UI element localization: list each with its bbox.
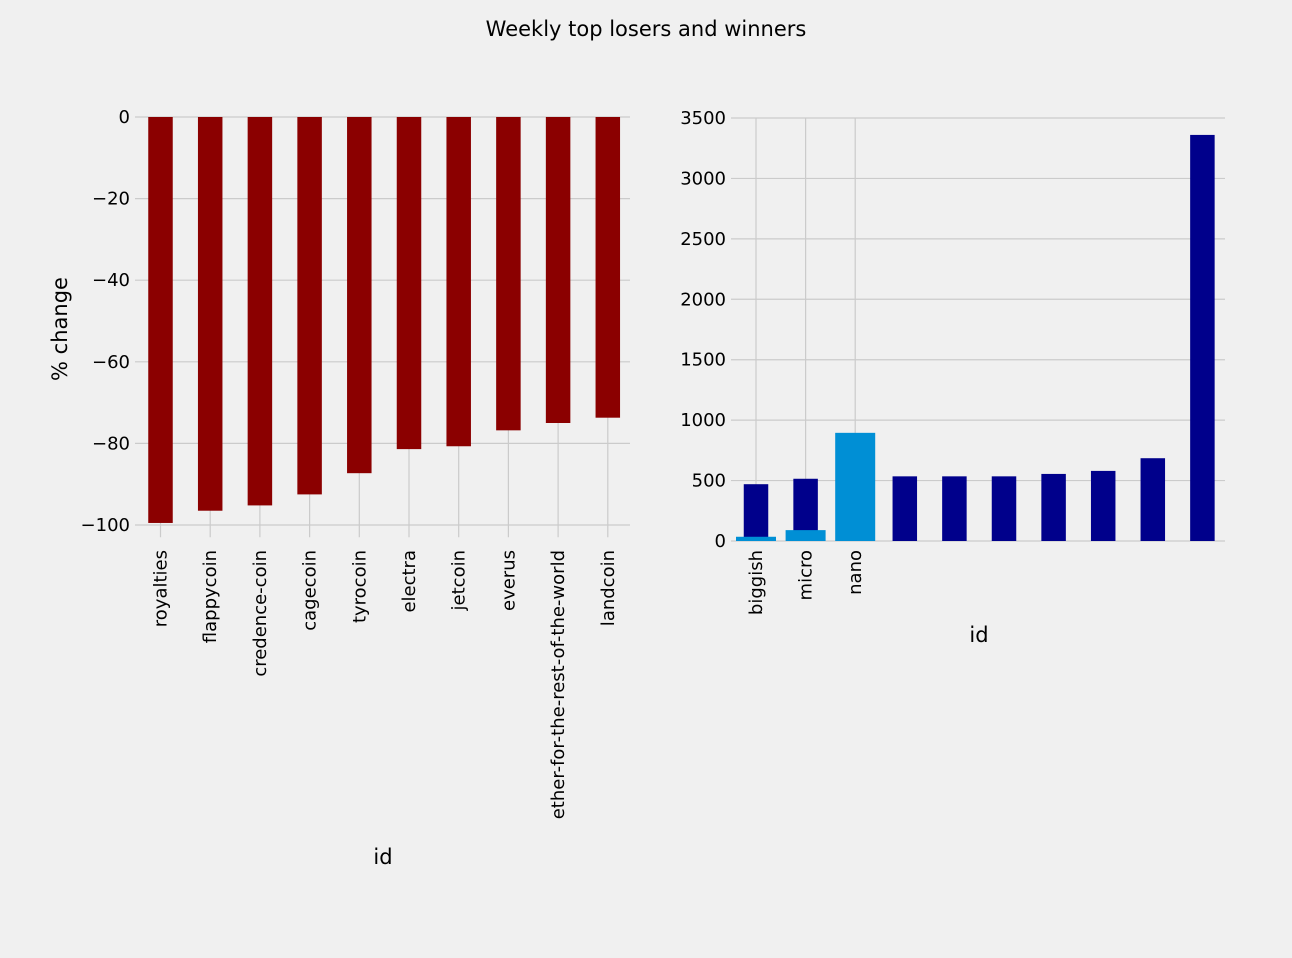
losers-x-tick-label: jetcoin — [449, 550, 470, 611]
winner-bar — [942, 476, 967, 541]
losers-y-tick-label: −80 — [92, 433, 130, 454]
losers-x-tick-label: tyrocoin — [349, 550, 370, 623]
losers-x-tick-label: flappycoin — [200, 550, 221, 643]
winner-bar — [991, 476, 1017, 541]
winner-bar — [1140, 458, 1166, 541]
winners-x-tick-label: nano — [845, 550, 866, 595]
winners-y-tick-label: 0 — [715, 531, 726, 552]
loser-bar — [446, 117, 471, 447]
winner-overlay-bar — [835, 432, 876, 541]
loser-bar — [347, 117, 372, 474]
losers-x-tick-label: everus — [498, 550, 519, 611]
winners-x-axis-label: id — [969, 623, 988, 647]
winners-y-tick-label: 500 — [692, 471, 726, 492]
losers-y-tick-label: −40 — [92, 270, 130, 291]
losers-x-tick-label: credence-coin — [250, 550, 271, 677]
losers-x-tick-label: electra — [399, 550, 420, 613]
loser-bar — [247, 117, 273, 506]
loser-bar — [148, 117, 173, 523]
losers-x-tick-label: ether-for-the-rest-of-the-world — [548, 550, 569, 819]
winners-y-tick-label: 3500 — [680, 108, 726, 129]
winner-bar — [1041, 473, 1066, 541]
winners-y-tick-label: 1000 — [680, 410, 726, 431]
winner-overlay-bar — [736, 536, 776, 541]
winners-chart: 0 500 1000 1500 2000 2500 3000 3500 biggish micro… — [680, 108, 1225, 647]
figure-title: Weekly top losers and winners — [486, 17, 807, 41]
winner-bar — [743, 484, 769, 541]
winner-bar — [1190, 134, 1215, 542]
winners-y-tick-label: 2500 — [680, 229, 726, 250]
loser-bar — [545, 117, 571, 423]
losers-y-tick-label: −60 — [92, 352, 130, 373]
winners-y-tick-label: 1500 — [680, 350, 726, 371]
loser-bar — [595, 117, 621, 418]
winner-overlay-bar — [785, 530, 826, 541]
winner-bar — [1090, 470, 1116, 541]
losers-x-tick-label: landcoin — [598, 550, 619, 626]
winners-x-tick-label: biggish — [746, 550, 767, 615]
losers-x-tick-label: cagecoin — [300, 550, 321, 631]
winners-y-tick-label: 2000 — [680, 289, 726, 310]
winners-y-tick-label: 3000 — [680, 168, 726, 189]
losers-y-axis-label: % change — [48, 277, 72, 381]
losers-x-axis-label: id — [373, 845, 392, 869]
losers-chart: 0 −20 −40 −60 −80 −100 royalties flappycoin cred… — [48, 107, 630, 869]
loser-bar — [197, 117, 223, 511]
loser-bar — [297, 117, 322, 495]
losers-x-tick-label: royalties — [151, 550, 172, 627]
loser-bar — [396, 117, 422, 450]
losers-y-tick-label: −100 — [81, 515, 130, 536]
losers-y-tick-label: −20 — [92, 189, 130, 210]
losers-y-tick-label: 0 — [119, 107, 130, 128]
winners-x-tick-label: micro — [796, 550, 817, 600]
winner-bar — [892, 476, 918, 541]
loser-bar — [496, 117, 521, 431]
